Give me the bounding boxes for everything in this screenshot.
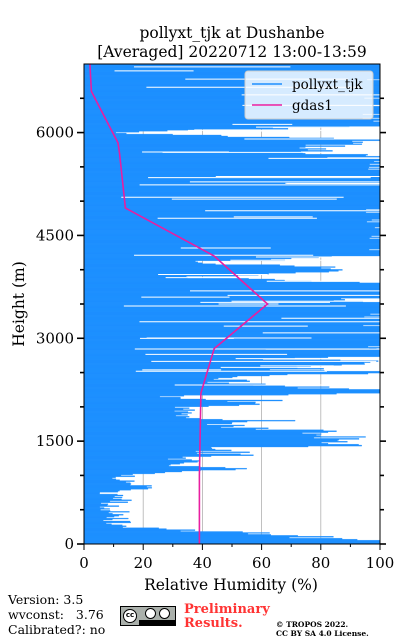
footer-calibrated: Calibrated?: no xyxy=(8,622,106,637)
preliminary-results-note: Preliminary Results. xyxy=(184,602,270,631)
sa-icon xyxy=(159,608,170,619)
chart-title-line-1: pollyxt_tjk at Dushanbe xyxy=(139,24,324,42)
license-strip xyxy=(139,620,175,625)
x-tick-label: 20 xyxy=(134,554,153,572)
y-axis-label: Height (m) xyxy=(10,261,28,347)
x-tick-label: 40 xyxy=(193,554,212,572)
y-tick-label: 3000 xyxy=(36,329,74,347)
y-tick-label: 1500 xyxy=(36,432,74,450)
x-tick-label: 100 xyxy=(366,554,395,572)
by-icon xyxy=(145,608,156,619)
data-layer xyxy=(84,64,380,544)
x-tick-label: 80 xyxy=(311,554,330,572)
ticks-layer: 0 20 40 60 80 100 0 1500 3000 4500 6000 xyxy=(36,97,395,572)
legend-label-gdas1: gdas1 xyxy=(292,98,333,114)
chart-title-line-2: [Averaged] 20220712 13:00-13:59 xyxy=(97,43,367,61)
y-tick-label: 4500 xyxy=(36,226,74,244)
x-tick-label: 0 xyxy=(79,554,89,572)
gdas1-line xyxy=(89,64,269,544)
x-tick-label: 60 xyxy=(252,554,271,572)
legend-box xyxy=(244,70,374,120)
footer-version: Version: 3.5 xyxy=(8,592,84,607)
x-axis-label: Relative Humidity (%) xyxy=(144,576,318,594)
cc-icon: cc xyxy=(123,609,137,623)
footer-wvconst: wvconst: 3.76 xyxy=(8,607,104,622)
y-tick-label: 6000 xyxy=(36,124,74,142)
legend: pollyxt_tjk gdas1 xyxy=(244,70,374,120)
legend-label-pollyxt-tjk: pollyxt_tjk xyxy=(292,77,363,93)
cc-license-badge: cc xyxy=(120,606,176,626)
y-tick-label: 0 xyxy=(64,535,74,553)
copyright-note: © TROPOS 2022. CC BY SA 4.0 License. xyxy=(276,620,369,638)
